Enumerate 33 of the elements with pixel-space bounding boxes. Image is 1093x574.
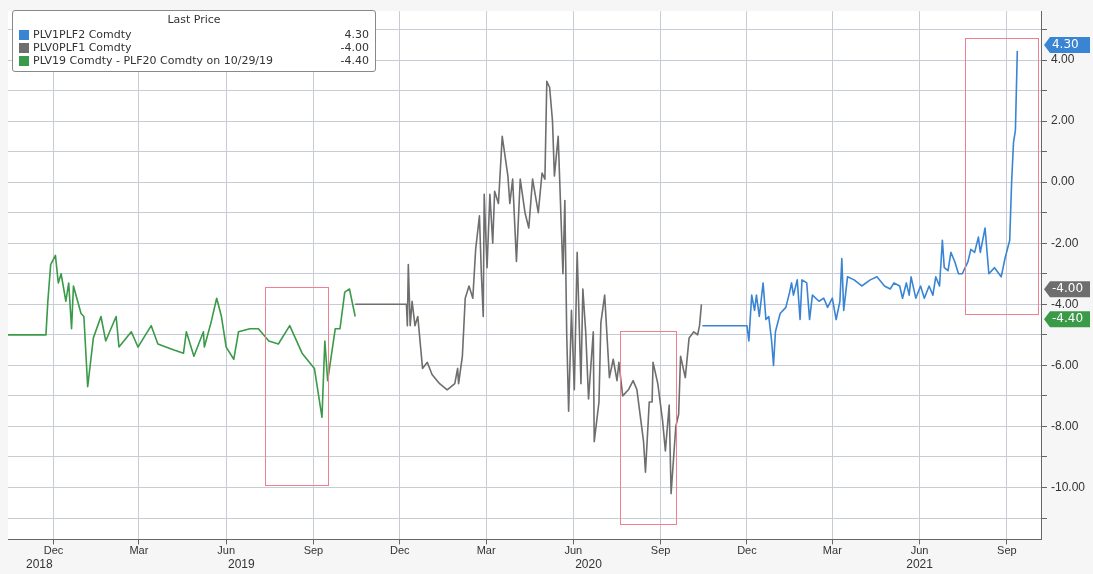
x2-tick-label: 2019 xyxy=(228,557,256,572)
x-tick-label: Mar xyxy=(822,544,843,557)
y-tick-label: -10.00 xyxy=(1050,479,1086,494)
y-tick-label: -6.00 xyxy=(1050,357,1079,372)
x2-tick-label: 2021 xyxy=(906,557,934,572)
legend-label: PLV1PLF2 Comdty xyxy=(33,28,133,41)
text: 4.30 xyxy=(1051,37,1079,52)
y-tick-label: -4.00 xyxy=(1050,296,1079,311)
x-tick-label: Dec xyxy=(43,544,64,557)
x-tick-label: Dec xyxy=(737,544,758,557)
y-tick-label: -8.00 xyxy=(1050,418,1079,433)
text: -4.40 xyxy=(1051,311,1084,326)
x-tick-label: Mar xyxy=(129,544,149,557)
annotation: 4.30 xyxy=(344,28,369,41)
y-tick-label: 4.00 xyxy=(1050,52,1075,67)
x2-tick-label: 2018 xyxy=(25,557,53,572)
legend-label: PLV0PLF1 Comdty xyxy=(33,41,133,54)
annotation: -4.00 xyxy=(340,41,369,54)
annotation: -4.40 xyxy=(340,54,369,67)
x-tick-label: Jun xyxy=(910,544,929,557)
x-tick-label: Jun xyxy=(217,544,236,557)
x-tick-label: Sep xyxy=(650,544,671,557)
y-tick-label: 2.00 xyxy=(1050,113,1075,128)
y-tick-label: -2.00 xyxy=(1050,235,1079,250)
x-tick-label: Mar xyxy=(476,544,496,557)
x-tick-label: Sep xyxy=(997,544,1017,557)
legend-label: PLV19 Comdty - PLF20 Comdty on 10/29/19 xyxy=(33,54,275,67)
y-tick-label: 0.00 xyxy=(1050,174,1075,189)
x-tick-label: Sep xyxy=(303,544,324,557)
legend-title: Last Price xyxy=(166,13,222,26)
x2-tick-label: 2020 xyxy=(575,557,603,572)
x-tick-label: Jun xyxy=(564,544,583,557)
x-tick-label: Dec xyxy=(389,544,411,557)
